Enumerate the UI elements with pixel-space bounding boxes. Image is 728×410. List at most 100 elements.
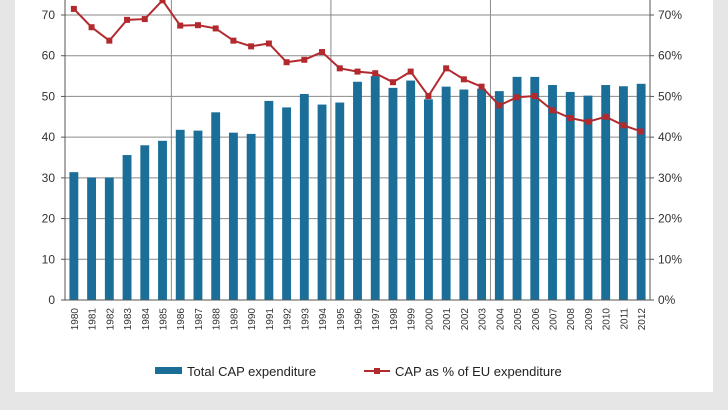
point-2001 [443, 65, 450, 72]
right-tick-label-0pct: 0% [658, 293, 676, 307]
bar-2002 [459, 89, 469, 300]
x-tick-label-1992: 1992 [283, 308, 294, 331]
x-tick-label-2003: 2003 [478, 308, 489, 331]
point-1998 [389, 79, 396, 86]
point-1999 [407, 68, 414, 75]
point-2005 [514, 94, 521, 101]
bar-1995 [335, 102, 345, 301]
bar-2004 [494, 91, 504, 300]
x-tick-label-1985: 1985 [159, 308, 170, 331]
bar-1997 [370, 76, 380, 300]
x-tick-label-1994: 1994 [318, 308, 329, 331]
x-tick-label-1983: 1983 [123, 308, 134, 331]
x-tick-label-1982: 1982 [105, 308, 116, 331]
left-tick-label-20: 20 [42, 212, 56, 226]
point-1986 [177, 22, 184, 29]
x-tick-label-1989: 1989 [229, 308, 240, 331]
bar-1993 [299, 93, 309, 300]
bar-2005 [512, 76, 522, 300]
bar-1983 [122, 155, 132, 300]
x-tick-label-2010: 2010 [602, 308, 613, 331]
right-tick-label-50pct: 50% [658, 89, 682, 103]
bar-2008 [565, 91, 575, 300]
chart-frame: 0 0% 10 10% 20 20% 30 30% 40 40% 50 50% 60 60% 70 70% 19… [15, 0, 713, 392]
x-tick-label-1993: 1993 [300, 308, 311, 331]
x-tick-label-1999: 1999 [407, 308, 418, 331]
point-1994 [319, 49, 326, 56]
right-tick-label-20pct: 20% [658, 212, 682, 226]
point-1985 [159, 0, 166, 4]
point-1992 [283, 59, 290, 66]
bar-2009 [583, 95, 593, 300]
point-2006 [531, 93, 538, 100]
point-2003 [478, 83, 485, 90]
bar-2003 [477, 88, 487, 300]
point-1987 [194, 22, 201, 29]
x-tick-label-2005: 2005 [513, 308, 524, 331]
point-1980 [70, 5, 77, 12]
bar-2000 [423, 99, 433, 301]
x-tick-label-1990: 1990 [247, 308, 258, 331]
bar-1988 [211, 112, 221, 300]
bar-1992 [282, 107, 292, 301]
legend-swatch-total-cap [155, 367, 182, 374]
x-tick-label-2001: 2001 [442, 308, 453, 331]
point-1983 [124, 16, 131, 23]
right-tick-label-10pct: 10% [658, 252, 682, 266]
left-tick-label-50: 50 [42, 89, 56, 103]
point-1981 [88, 24, 95, 31]
x-tick-label-2000: 2000 [424, 308, 435, 331]
x-tick-label-1986: 1986 [176, 308, 187, 331]
bar-1987 [193, 130, 203, 300]
bar-series [69, 76, 646, 301]
x-tick-label-2007: 2007 [549, 308, 560, 331]
bar-1994 [317, 104, 327, 300]
legend-label-cap-percent: CAP as % of EU expenditure [395, 364, 562, 379]
cap-expenditure-chart: 0 0% 10 10% 20 20% 30 30% 40 40% 50 50% 60 60% 70 70% 19… [42, 0, 682, 379]
point-1989 [230, 37, 237, 44]
x-tick-label-1981: 1981 [88, 308, 99, 331]
point-2007 [549, 107, 556, 114]
legend-label-total-cap: Total CAP expenditure [187, 364, 316, 379]
bar-2007 [548, 85, 557, 301]
x-tick-label-1995: 1995 [336, 308, 347, 331]
point-2011 [620, 122, 627, 129]
point-1996 [354, 68, 361, 75]
point-1991 [265, 40, 272, 47]
bar-1998 [388, 87, 398, 300]
bar-1999 [406, 80, 416, 300]
left-tick-label-10: 10 [42, 252, 56, 266]
bar-1985 [158, 140, 167, 300]
point-1997 [372, 70, 379, 77]
x-tick-label-1991: 1991 [265, 308, 276, 331]
point-1990 [248, 43, 255, 50]
point-1984 [141, 16, 148, 23]
legend: Total CAP expenditure CAP as % of EU exp… [155, 364, 562, 379]
bar-2001 [441, 86, 451, 301]
bar-1996 [353, 81, 362, 301]
point-2004 [496, 102, 503, 109]
left-tick-label-0: 0 [48, 293, 55, 307]
right-tick-label-70pct: 70% [658, 8, 682, 22]
bar-2010 [601, 85, 611, 301]
bar-1984 [140, 145, 150, 300]
right-tick-label-30pct: 30% [658, 171, 682, 185]
left-tick-label-30: 30 [42, 171, 56, 185]
left-tick-label-40: 40 [42, 130, 56, 144]
x-tick-label-1997: 1997 [371, 308, 382, 331]
axes: 0 0% 10 10% 20 20% 30 30% 40 40% 50 50% 60 60% 70 70% 19… [42, 0, 682, 331]
bar-2006 [530, 76, 540, 300]
x-tick-label-1984: 1984 [141, 308, 152, 331]
bar-2012 [636, 83, 646, 300]
x-tick-label-1980: 1980 [70, 308, 81, 331]
x-tick-label-2004: 2004 [495, 308, 506, 331]
point-1982 [106, 37, 113, 44]
point-2008 [567, 115, 574, 122]
x-tick-label-1996: 1996 [354, 308, 365, 331]
x-tick-label-2002: 2002 [460, 308, 471, 331]
point-1988 [212, 25, 219, 32]
point-2010 [602, 113, 609, 120]
left-tick-label-70: 70 [42, 8, 56, 22]
point-2012 [638, 128, 645, 135]
right-tick-label-40pct: 40% [658, 130, 682, 144]
